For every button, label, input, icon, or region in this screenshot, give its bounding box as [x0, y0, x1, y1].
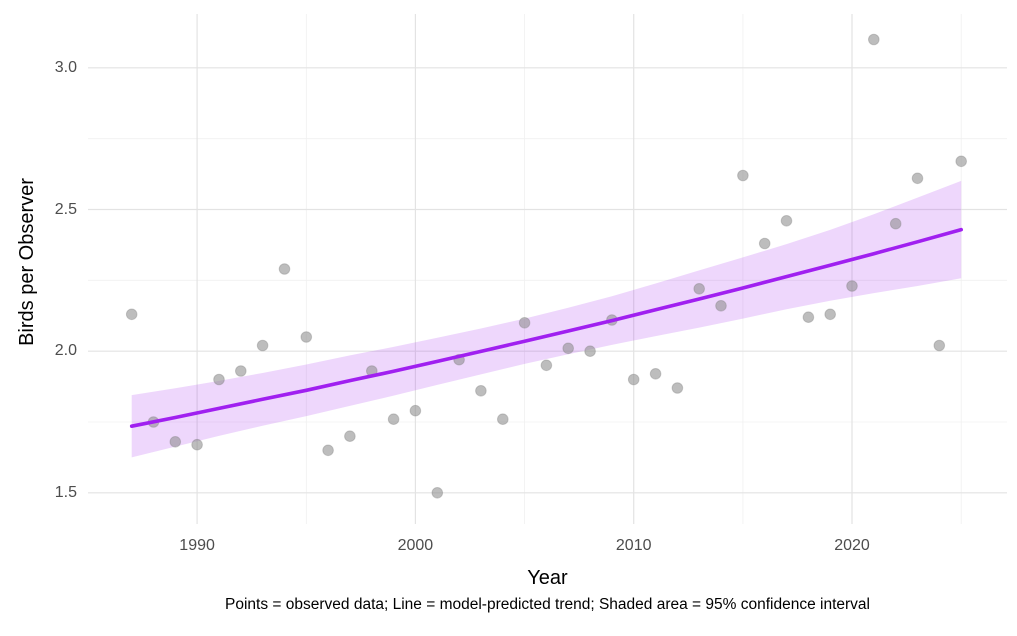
data-point [518, 317, 531, 329]
data-point [671, 382, 684, 394]
data-point [213, 373, 225, 386]
data-point [169, 436, 182, 448]
confidence-band [131, 180, 962, 458]
data-point [824, 308, 837, 321]
data-point [431, 487, 444, 499]
data-point [387, 413, 400, 426]
data-point [868, 33, 880, 46]
x-tick-label: 1990 [179, 537, 215, 554]
data-point [256, 339, 269, 352]
x-axis-title: Year [527, 567, 568, 589]
data-point [300, 331, 313, 343]
data-point [955, 155, 968, 168]
data-point [497, 413, 509, 426]
data-point [737, 169, 749, 182]
y-tick-label: 2.5 [54, 200, 77, 218]
x-tick-label: 2020 [834, 537, 870, 554]
data-point [758, 237, 771, 250]
data-point [693, 283, 706, 295]
data-point [125, 308, 138, 321]
data-point [562, 342, 575, 355]
data-point [627, 373, 640, 386]
data-point [889, 217, 902, 230]
y-tick-label: 2.0 [54, 342, 77, 360]
data-point [715, 300, 727, 312]
data-point [540, 359, 553, 372]
data-point [584, 345, 596, 358]
data-point [235, 365, 247, 377]
x-tick-label: 2000 [397, 537, 434, 554]
data-point [278, 263, 291, 275]
data-point [802, 311, 815, 324]
data-point [322, 444, 334, 457]
data-point [344, 430, 356, 443]
data-point [933, 339, 946, 352]
y-axis-title: Birds per Observer [16, 178, 38, 346]
data-point [649, 368, 662, 380]
data-point [780, 215, 793, 227]
data-point [475, 385, 487, 397]
data-point [191, 438, 203, 451]
x-tick-label: 2010 [615, 537, 652, 554]
y-tick-label: 3.0 [54, 58, 77, 76]
data-point [409, 404, 422, 417]
trend-line [129, 227, 963, 428]
y-tick-label: 1.5 [54, 483, 77, 501]
data-point [911, 172, 924, 185]
data-point [846, 280, 858, 292]
chart-caption: Points = observed data; Line = model-pre… [225, 596, 870, 613]
